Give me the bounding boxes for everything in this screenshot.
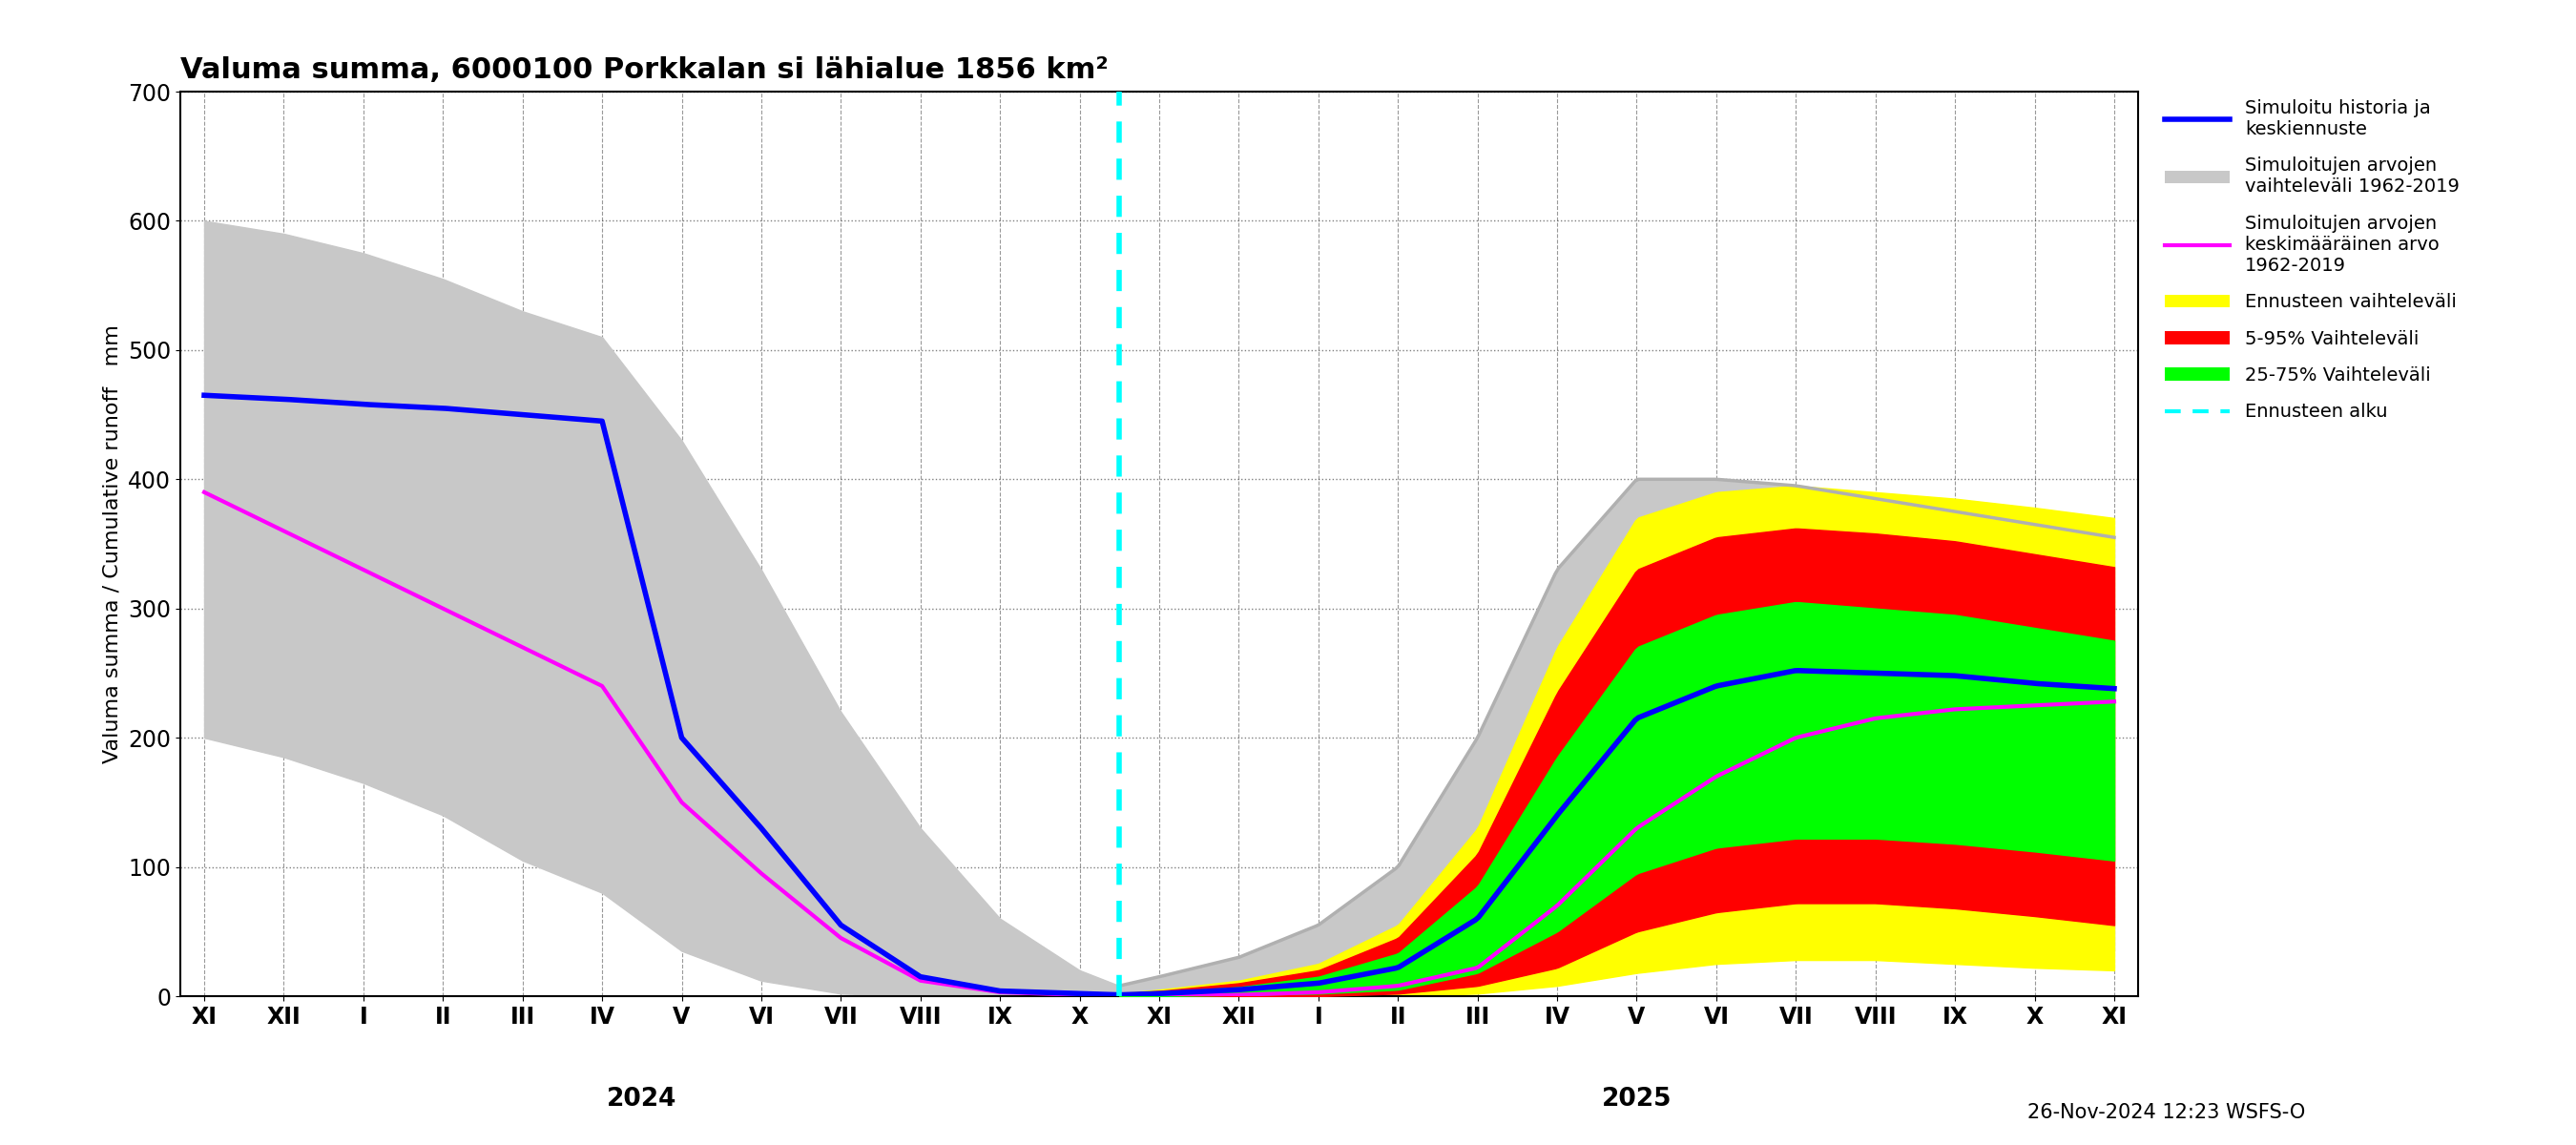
Y-axis label: Valuma summa / Cumulative runoff   mm: Valuma summa / Cumulative runoff mm	[103, 324, 121, 764]
Text: Valuma summa, 6000100 Porkkalan si lähialue 1856 km²: Valuma summa, 6000100 Porkkalan si lähia…	[180, 56, 1108, 84]
Legend: Simuloitu historia ja
keskiennuste, Simuloitujen arvojen
vaihteleväli 1962-2019,: Simuloitu historia ja keskiennuste, Simu…	[2159, 92, 2468, 428]
Text: 2025: 2025	[1602, 1087, 1672, 1112]
Text: 26-Nov-2024 12:23 WSFS-O: 26-Nov-2024 12:23 WSFS-O	[2027, 1103, 2306, 1122]
Text: 2024: 2024	[608, 1087, 677, 1112]
